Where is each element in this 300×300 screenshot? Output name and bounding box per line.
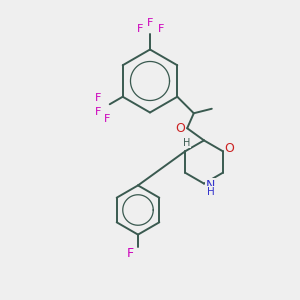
Text: N: N (206, 178, 215, 192)
Text: F: F (137, 24, 143, 34)
Text: H: H (183, 138, 190, 148)
Text: F: F (158, 24, 164, 34)
Text: F: F (95, 107, 101, 117)
Text: H: H (207, 187, 214, 197)
Text: F: F (103, 114, 110, 124)
Text: F: F (95, 93, 101, 103)
Text: F: F (147, 17, 153, 28)
Text: O: O (224, 142, 234, 155)
Text: F: F (127, 247, 134, 260)
Text: O: O (176, 122, 185, 135)
